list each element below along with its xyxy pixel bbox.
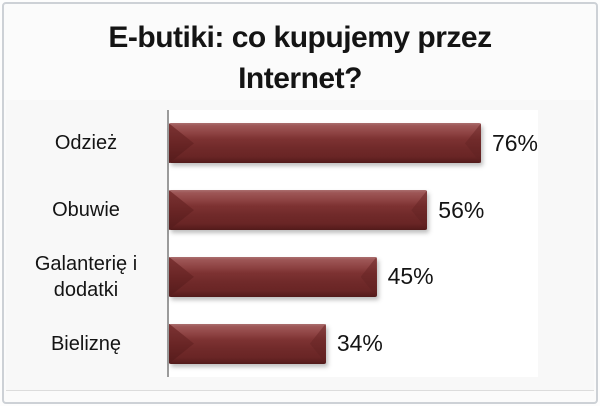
bar-row: 56% — [169, 177, 538, 244]
category-axis: Odzież Obuwie Galanterię i dodatki Bieliznę — [10, 110, 162, 377]
bar-row: 76% — [169, 110, 538, 177]
value-label: 76% — [491, 129, 538, 156]
value-label: 34% — [336, 330, 383, 357]
bar — [169, 190, 428, 231]
bar-row: 45% — [169, 244, 538, 311]
bar — [169, 256, 377, 297]
category-label: Obuwie — [52, 199, 120, 222]
category-label: Bieliznę — [50, 332, 122, 355]
chart-title: E-butiki: co kupujemy przez Internet? — [108, 21, 492, 95]
bar — [169, 123, 481, 164]
bar — [169, 323, 326, 364]
value-label: 45% — [387, 263, 434, 290]
category-label: Galanterię i dodatki — [34, 252, 138, 301]
figure-area: Odzież Obuwie Galanterię i dodatki Bieliznę… — [6, 100, 594, 391]
plot-area: 76% 56% 45% 34% — [167, 110, 538, 377]
category-label: Odzież — [54, 132, 118, 155]
bar-row: 34% — [169, 310, 538, 377]
value-label: 56% — [438, 196, 485, 223]
